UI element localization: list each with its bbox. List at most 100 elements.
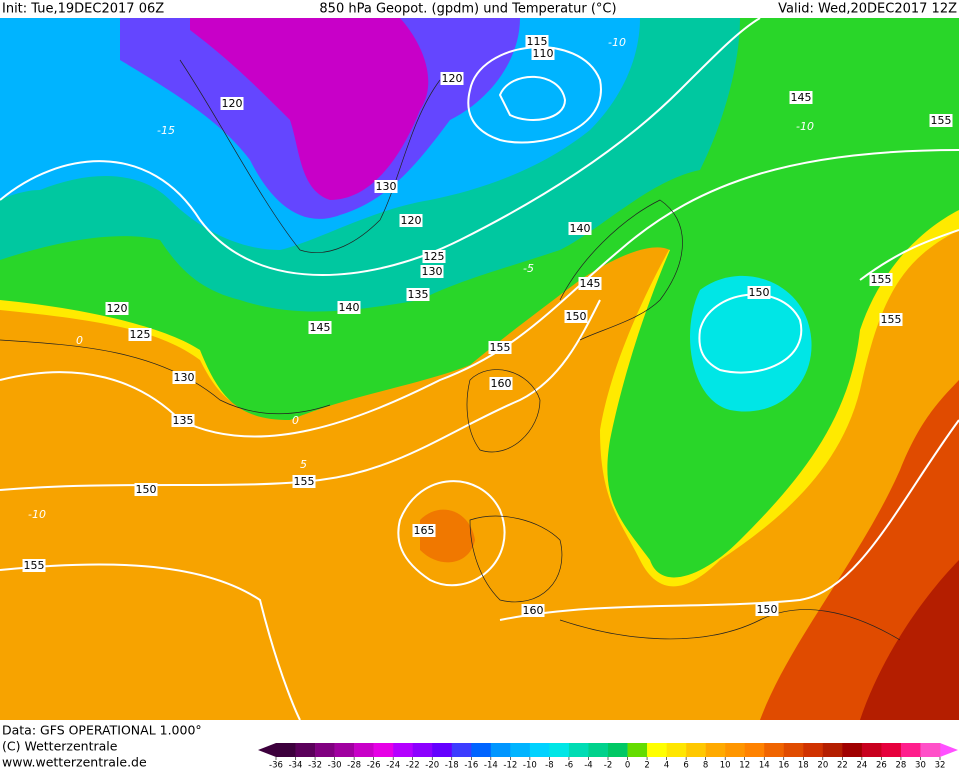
- colorbar-tick-label: -28: [347, 761, 361, 770]
- colorbar-swatch: [920, 743, 941, 757]
- website: www.wetterzentrale.de: [2, 755, 147, 770]
- label-box: [525, 35, 549, 48]
- label-box: [399, 214, 423, 227]
- contour: [0, 149, 959, 438]
- colorbar-swatch: [881, 743, 902, 757]
- label-box: [128, 328, 152, 341]
- colorbar-tick-label: -22: [406, 761, 420, 770]
- label-box: [568, 222, 592, 235]
- contour-label: 135: [173, 414, 194, 427]
- label-box: [489, 377, 513, 390]
- isotherm-label: -10: [608, 36, 626, 49]
- contour-label: 145: [580, 277, 601, 290]
- label-box: [172, 371, 196, 384]
- contour-label: 120: [442, 72, 463, 85]
- colorbar-swatch: [764, 743, 785, 757]
- coastline: [179, 59, 441, 253]
- colorbar-tick-label: -12: [503, 761, 517, 770]
- colorbar-swatch: [276, 743, 296, 757]
- colorbar-swatch: [490, 743, 511, 757]
- isotherm-label: 0: [76, 334, 83, 347]
- colorbar-tick-label: 24: [856, 761, 867, 770]
- colorbar-swatch: [842, 743, 863, 757]
- colorbar-tick-label: 2: [644, 761, 649, 770]
- colorbar-tick-label: 22: [837, 761, 848, 770]
- colorbar-tick-label: -8: [545, 761, 553, 770]
- colorbar: -36 -34 -32 -30 -28 -26 -24 -22 -20 -18 -16 -14 -12-…: [258, 743, 958, 770]
- contour: [498, 75, 567, 121]
- isotherm-label: -5: [523, 262, 534, 275]
- contour-label: 165: [414, 524, 435, 537]
- isotherm: [0, 339, 331, 415]
- colorbar-tick-label: -20: [425, 761, 439, 770]
- colorbar-swatch: [666, 743, 687, 757]
- label-box: [420, 265, 444, 278]
- colorbar-tick-label: 26: [876, 761, 887, 770]
- colorbar-tick-label: 16: [778, 761, 789, 770]
- colorbar-swatch: [900, 743, 921, 757]
- colorbar-tick-label: -30: [328, 761, 342, 770]
- label-box: [789, 91, 813, 104]
- colorbar-swatch: [432, 743, 453, 757]
- contour: [0, 563, 301, 720]
- label-box: [406, 288, 430, 301]
- label-box: [747, 286, 771, 299]
- contour-label: 155: [24, 559, 45, 572]
- colorbar-tick-label: -10: [523, 761, 537, 770]
- colorbar-over: [940, 743, 958, 757]
- coldest-field: [190, 18, 429, 200]
- hottest-field: [860, 560, 959, 720]
- label-box: [564, 310, 588, 323]
- contour-label: 155: [871, 273, 892, 286]
- colorbar-tick-label: -26: [367, 761, 381, 770]
- coastline: [469, 515, 563, 603]
- label-box: [374, 180, 398, 193]
- colorbar-tick-label: 28: [896, 761, 907, 770]
- contour-label: 110: [533, 47, 554, 60]
- coastline: [559, 199, 683, 341]
- contour-label: 130: [174, 371, 195, 384]
- contour-label: 155: [294, 475, 315, 488]
- label-box: [337, 301, 361, 314]
- colorbar-tick-label: -36: [269, 761, 283, 770]
- label-box: [105, 302, 129, 315]
- contour: [698, 293, 803, 374]
- contour: [397, 480, 506, 587]
- colorbar-swatch: [861, 743, 882, 757]
- contour-label: 125: [130, 328, 151, 341]
- colorbar-swatch: [529, 743, 550, 757]
- label-box: [220, 97, 244, 110]
- label-box: [412, 524, 436, 537]
- colorbar-tick-label: 14: [759, 761, 770, 770]
- contour-label: 160: [523, 604, 544, 617]
- colorbar-tick-label: 30: [915, 761, 926, 770]
- colorbar-tick-label: 12: [739, 761, 750, 770]
- colorbar-under: [258, 743, 276, 757]
- colorbar-swatch: [354, 743, 374, 757]
- colorbar-swatch: [393, 743, 414, 757]
- colorbar-tick-label: 20: [817, 761, 828, 770]
- colorbar-swatch: [803, 743, 824, 757]
- colorbar-swatch: [451, 743, 472, 757]
- label-box: [134, 483, 158, 496]
- colorbar-swatch: [373, 743, 394, 757]
- colorbar-tick-label: 4: [664, 761, 669, 770]
- valid-time: Valid: Wed,20DEC2017 12Z: [778, 2, 957, 17]
- colorbar-tick-label: 32: [935, 761, 946, 770]
- colorbar-swatch: [822, 743, 843, 757]
- colorbar-tick-label: -6: [565, 761, 573, 770]
- label-box: [879, 313, 903, 326]
- colorbar-swatch: [705, 743, 726, 757]
- warm-pocket: [420, 509, 475, 563]
- contour-label: 150: [136, 483, 157, 496]
- colorbar-tick-label: -34: [289, 761, 303, 770]
- colorbar-swatch: [725, 743, 746, 757]
- contour-label: 160: [491, 377, 512, 390]
- label-box: [171, 414, 195, 427]
- label-box: [22, 559, 46, 572]
- map: 115 110 120 145 155 120 130 120 140 125 …: [0, 18, 959, 720]
- colorbar-swatch: [315, 743, 335, 757]
- init-time: Init: Tue,19DEC2017 06Z: [2, 2, 164, 17]
- colorbar-tick-label: -2: [604, 761, 612, 770]
- copyright: (C) Wetterzentrale: [2, 739, 118, 754]
